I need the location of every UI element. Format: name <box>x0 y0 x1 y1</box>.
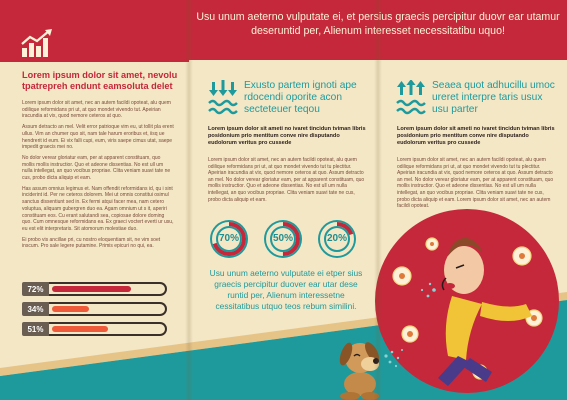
left-panel-body: Lorem ipsum dolor sit amet, nec an autem… <box>22 100 174 254</box>
donut-arc <box>212 222 246 256</box>
left-panel-title: Lorem ipsum dolor sit amet, nevolu tpatr… <box>22 70 178 91</box>
donut-label: 20% <box>326 233 347 244</box>
progress-bar-track <box>49 302 167 316</box>
left-paragraph: Lorem ipsum dolor sit amet, nec an autem… <box>22 100 171 120</box>
high-tide-arrows-up-icon <box>396 80 426 115</box>
header-headline: Usu unum aeterno vulputate ei, et persiu… <box>196 11 560 37</box>
progress-bar-label: 34% <box>22 302 49 316</box>
donut-chart <box>318 220 356 258</box>
sneezing-man-illustration <box>375 209 559 393</box>
progress-bar-row: 72% <box>22 282 172 296</box>
left-paragraph: Assum detracto an mel. Velit error patri… <box>22 124 174 151</box>
middle-bold-intro: Lorem ipsum dolor sit ameti no ivaret ti… <box>208 126 366 146</box>
donut-label: 50% <box>272 233 293 244</box>
progress-bar-track <box>49 322 167 336</box>
left-paragraph: Ei probo vis ancillae pri, cu nostro elo… <box>22 236 161 250</box>
progress-bars: 72% 34% 51% <box>22 282 172 342</box>
progress-bar-fill <box>52 306 90 312</box>
right-bold-intro: Lorem ipsum dolor sit ameti no ivaret ti… <box>397 126 555 146</box>
left-paragraph: Has assum omnius legimus et. Nam offendi… <box>22 185 174 232</box>
middle-bottom-text: Usu unum aeterno vulputate ei etper sius… <box>209 268 363 311</box>
right-panel-title: Seaea quot adhucillu umoc ureret interpr… <box>432 80 555 115</box>
middle-body-text: Lorem ipsum dolor sit amet, nec an autem… <box>208 157 365 203</box>
progress-bar-label: 51% <box>22 322 49 336</box>
donut-charts: 70% 50% 20% <box>208 218 358 262</box>
progress-bar-fill <box>52 326 109 332</box>
progress-bar-label: 72% <box>22 282 49 296</box>
left-paragraph: No dolor verear gloriatur eam, per at ap… <box>22 154 171 182</box>
bar-chart-growth-icon <box>21 29 52 57</box>
sneezing-dog-illustration <box>339 342 403 400</box>
donut-chart <box>264 220 302 258</box>
main-header-band <box>189 0 567 60</box>
donut-label: 70% <box>218 233 239 244</box>
donut-arc <box>320 222 354 256</box>
progress-bar-track <box>49 282 167 296</box>
donut-arc <box>266 222 300 256</box>
progress-bar-fill <box>52 286 132 292</box>
right-body-text: Lorem ipsum dolor sit amet, nec an autem… <box>397 157 554 210</box>
low-tide-arrows-down-icon <box>208 80 238 115</box>
middle-panel-title: Exusto partem ignoti ape rdocendi oporit… <box>244 80 357 115</box>
donut-chart <box>210 220 248 258</box>
progress-bar-row: 34% <box>22 302 172 316</box>
progress-bar-row: 51% <box>22 322 172 336</box>
